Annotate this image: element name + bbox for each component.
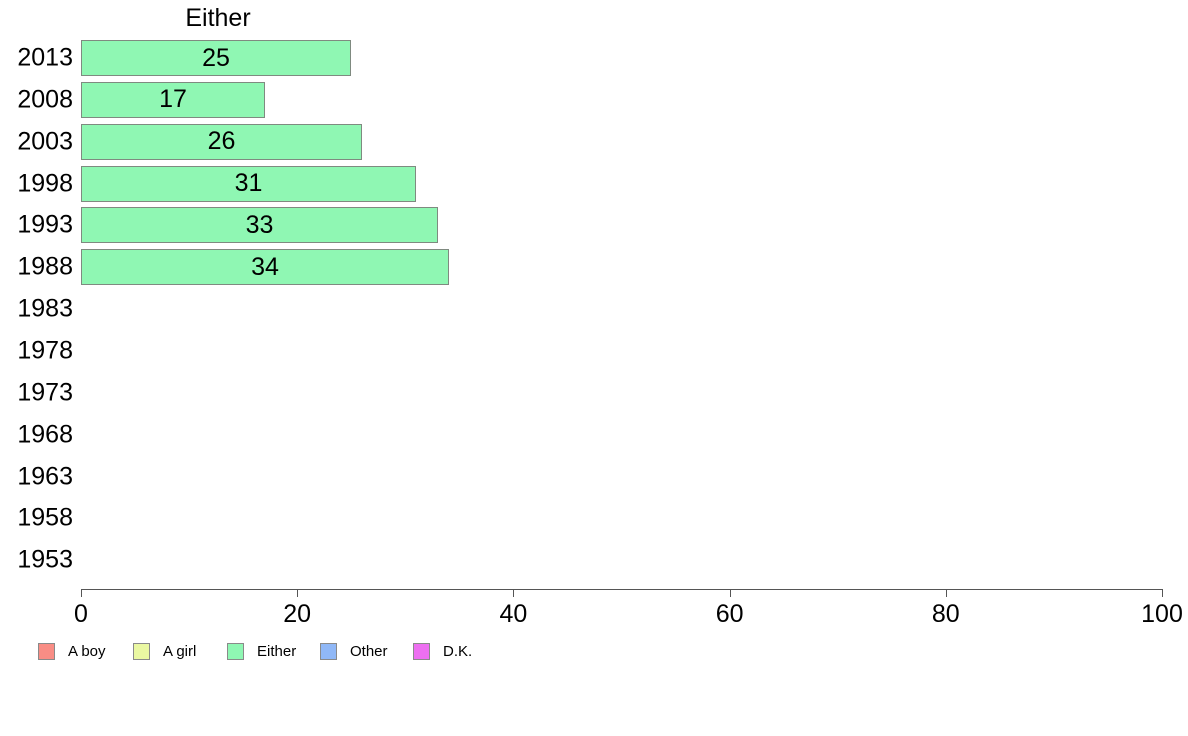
bar-value-label: 17 [159,85,187,114]
y-axis-label: 1983 [17,294,73,323]
y-axis-label: 1963 [17,462,73,490]
x-axis-tick-label: 20 [283,600,312,628]
legend-label: A boy [68,643,106,660]
y-axis-label: 1953 [17,545,73,574]
legend-item-a-boy: A boy [38,643,106,660]
x-axis-tick-label: 100 [1141,600,1183,628]
y-axis-label: 1978 [17,336,73,365]
x-axis-tick-label: 40 [499,600,528,628]
x-axis-tick [729,589,731,597]
x-axis-tick-label: 60 [715,600,744,628]
y-axis-label: 2008 [17,85,73,114]
legend-label: Other [350,643,388,660]
x-axis-tick [81,589,82,597]
bar-2008: 17 [81,81,265,118]
x-axis-tick [945,589,947,597]
y-axis-label: 2013 [17,43,73,72]
legend-item-other: Other [320,643,388,660]
legend-label: Either [257,643,297,660]
x-axis-tick-label: 80 [931,600,960,628]
legend-item-either: Either [227,643,296,660]
legend-swatch-icon [133,643,150,660]
legend-item-d-k: D.K. [413,643,472,660]
legend-swatch-icon [38,643,55,660]
bar-1998: 31 [81,165,416,202]
x-axis-tick [297,589,299,597]
bar-1988: 34 [81,249,449,286]
bar-value-label: 33 [245,210,274,239]
x-axis-tick [1162,589,1163,597]
x-axis-line [81,589,1162,590]
y-axis-label: 1993 [17,210,73,239]
x-axis-tick-label: 0 [74,600,88,628]
chart-title: Either [185,4,251,32]
y-axis-label: 2003 [17,127,73,156]
bar-2013: 25 [81,40,351,76]
bar-2003: 26 [81,123,362,160]
bar-value-label: 26 [207,127,236,156]
legend-label: A girl [163,643,197,660]
bar-value-label: 31 [234,169,263,198]
y-axis-label: 1973 [17,378,73,407]
y-axis-label: 1958 [17,503,73,532]
legend-item-a-girl: A girl [133,643,196,660]
bar-value-label: 34 [251,252,279,281]
bar-1993: 33 [81,207,438,244]
legend-swatch-icon [413,643,430,660]
legend-swatch-icon [227,643,244,660]
legend-swatch-icon [320,643,337,660]
x-axis-tick [513,589,515,597]
y-axis-label: 1988 [17,252,73,281]
legend-label: D.K. [443,643,473,660]
y-axis-label: 1968 [17,420,73,449]
y-axis-label: 1998 [17,169,73,198]
bar-value-label: 25 [202,43,230,72]
